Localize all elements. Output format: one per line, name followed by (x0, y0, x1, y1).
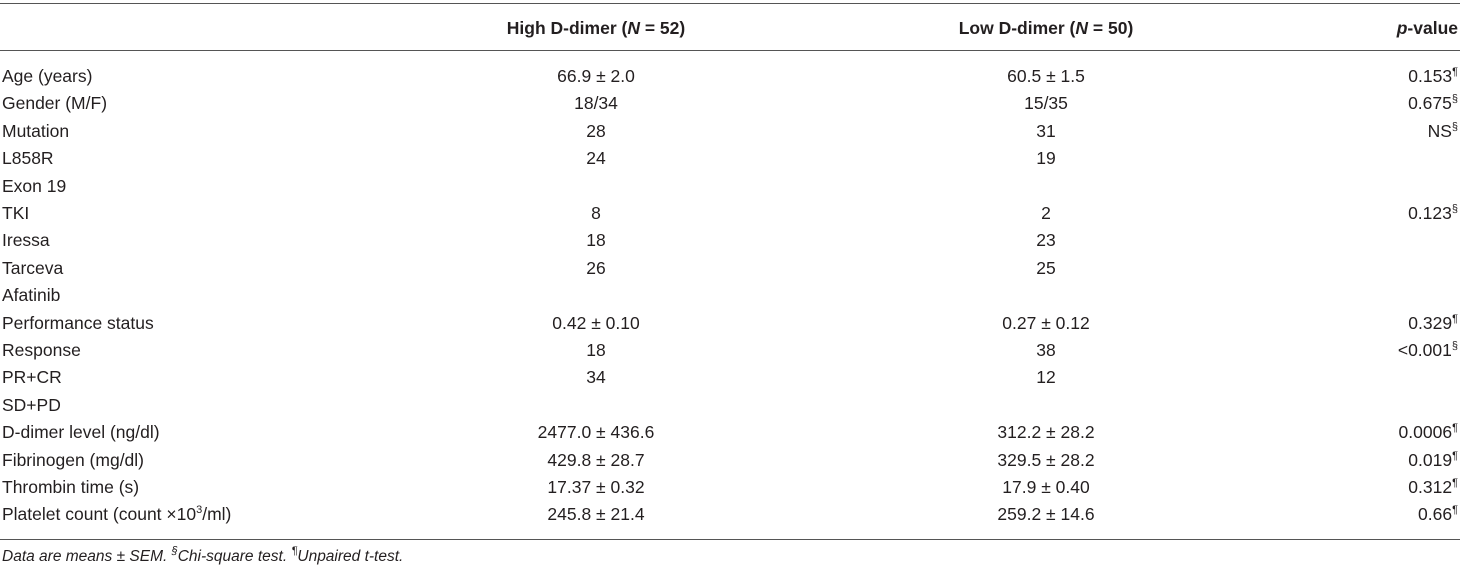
row-label: Tarceva (2, 257, 64, 278)
text-part: = 50) (1088, 18, 1134, 38)
table-cell: 17.9 ± 0.40 (1002, 477, 1090, 497)
text-part: 0.153 (1408, 66, 1453, 86)
table-cell: 38 (1036, 340, 1056, 360)
table-cell: 0.42 ± 0.10 (552, 312, 640, 333)
row-label: SD+PD (2, 394, 61, 415)
footnote-mark: ¶ (1452, 477, 1458, 489)
table-cell: 28 (586, 120, 606, 141)
top-rule (0, 3, 1460, 4)
column-header: p-value (1397, 17, 1458, 39)
row-label: Exon 19 (2, 175, 67, 196)
text-part: Unpaired t-test. (297, 548, 404, 565)
italic-text: p (1396, 18, 1408, 38)
table-cell: 34 (586, 367, 606, 388)
row-label: PR+CR (2, 367, 62, 388)
table-cell: 8 (591, 203, 601, 223)
row-label: Fibrinogen (mg/dl) (2, 449, 144, 470)
text-part: 0.123 (1408, 203, 1452, 223)
column-header: Low D-dimer (N = 50) (959, 17, 1134, 39)
table-cell: 26 (586, 257, 606, 278)
row-label: Iressa (2, 230, 50, 251)
text-part: /ml) (202, 504, 232, 525)
text-part: 0.0006 (1398, 422, 1453, 443)
table-cell: 2 (1041, 203, 1051, 223)
footnote-mark: ¶ (291, 545, 298, 557)
row-label: Platelet count (count ×103/ml) (2, 503, 231, 525)
table-cell: 312.2 ± 28.2 (997, 422, 1095, 443)
table-cell: 60.5 ± 1.5 (1007, 66, 1085, 86)
table-cell: 0.123§ (1408, 202, 1458, 224)
table-cell: 18/34 (574, 93, 618, 114)
text-part: High D-dimer ( (506, 18, 628, 38)
row-label: Mutation (2, 120, 70, 141)
table-cell: 329.5 ± 28.2 (997, 449, 1095, 470)
table-cell: 31 (1036, 120, 1056, 141)
header-rule (0, 50, 1460, 51)
footnote-mark: § (1451, 340, 1458, 352)
footnote: Data are means ± SEM. §Chi-square test. … (2, 546, 403, 568)
row-label: Thrombin time (s) (2, 477, 140, 497)
row-label: TKI (2, 203, 30, 223)
table-cell: 66.9 ± 2.0 (557, 66, 635, 86)
footnote-mark: ¶ (1452, 312, 1458, 325)
row-label: Age (years) (2, 66, 93, 86)
text-part: = 52) (639, 18, 686, 38)
table-cell: 24 (586, 148, 606, 169)
text-part: <0.001 (1397, 340, 1452, 360)
text-part: Platelet count (count ×10 (2, 504, 197, 525)
footnote-mark: § (1451, 203, 1458, 215)
text-part: NS (1427, 120, 1452, 141)
text-part: -value (1407, 18, 1458, 38)
row-label: Performance status (2, 312, 154, 333)
text-part: Low D-dimer ( (958, 18, 1076, 38)
table-cell: 0.153¶ (1408, 65, 1458, 87)
table-cell: <0.001§ (1398, 339, 1458, 361)
text-part: 0.019 (1408, 449, 1453, 470)
table-cell: 0.66¶ (1418, 503, 1458, 525)
table-cell: 18 (586, 340, 606, 360)
footnote-mark: 3 (196, 504, 203, 517)
italic-text: N (1075, 18, 1089, 38)
table-cell: 0.329¶ (1408, 312, 1458, 334)
italic-text: N (627, 18, 640, 38)
table-cell: 17.37 ± 0.32 (547, 477, 645, 497)
bottom-rule (0, 539, 1460, 540)
footnote-mark: § (1451, 93, 1458, 106)
text-part: 0.66 (1418, 504, 1453, 525)
table-cell: 0.675§ (1408, 92, 1458, 114)
table-cell: 0.312¶ (1408, 476, 1458, 498)
row-label: L858R (2, 148, 54, 169)
text-part: Chi-square test. (177, 548, 292, 565)
footnote-mark: ¶ (1452, 504, 1458, 517)
table-cell: 12 (1036, 367, 1056, 388)
table-cell: 429.8 ± 28.7 (547, 449, 645, 470)
table-cell: 245.8 ± 21.4 (547, 504, 645, 525)
table-cell: 2477.0 ± 436.6 (537, 422, 655, 443)
table-cell: 0.27 ± 0.12 (1002, 312, 1090, 333)
table-cell: 25 (1036, 257, 1056, 278)
table-cell: 0.0006¶ (1399, 421, 1458, 443)
row-label: Gender (M/F) (2, 93, 108, 114)
row-label: Afatinib (2, 285, 61, 306)
table-cell: 15/35 (1024, 93, 1068, 114)
table-cell: NS§ (1428, 120, 1458, 142)
table-cell: 0.019¶ (1408, 449, 1458, 471)
text-part: 0.675 (1408, 93, 1452, 114)
footnote-mark: ¶ (1452, 449, 1458, 462)
footnote-mark: ¶ (1452, 66, 1458, 78)
footnote-mark: § (1451, 120, 1458, 133)
text-part: 0.329 (1408, 312, 1453, 333)
table-cell: 19 (1036, 148, 1056, 169)
table-cell: 23 (1036, 230, 1056, 251)
column-header: High D-dimer (N = 52) (507, 17, 685, 39)
row-label: Response (2, 340, 81, 360)
table-cell: 259.2 ± 14.6 (997, 504, 1095, 525)
footnote-mark: § (171, 545, 178, 557)
row-label: D-dimer level (ng/dl) (2, 422, 160, 443)
text-part: Data are means ± SEM. (2, 548, 172, 565)
text-part: 0.312 (1408, 477, 1453, 497)
table-cell: 18 (586, 230, 606, 251)
footnote-mark: ¶ (1452, 422, 1458, 435)
